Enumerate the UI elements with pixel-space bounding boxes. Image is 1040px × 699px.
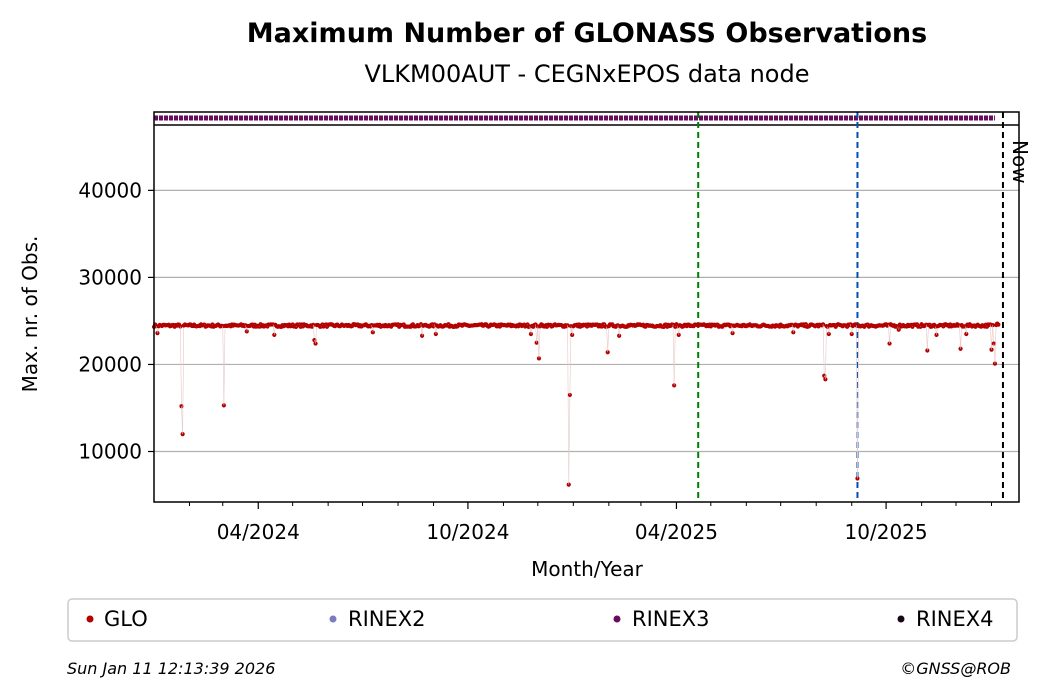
y-axis-label: Max. nr. of Obs. [18,236,42,393]
data-point [180,431,185,437]
data-point [996,322,1001,327]
x-tick-label: 10/2024 [426,520,509,544]
plot-area: Now [151,111,1032,503]
legend-label-glo: GLO [104,607,148,631]
series-connector [960,325,963,349]
plot-background [154,112,1019,502]
series-connector [568,394,571,485]
chart-subtitle: VLKM00AUT - CEGNxEPOS data node [365,60,810,88]
series-connector [315,324,317,344]
series-connector [672,324,675,386]
legend-marker-rinex2 [329,615,337,623]
series-connector [888,324,890,344]
y-tick-label: 40000 [78,178,142,202]
footer-timestamp: Sun Jan 11 12:13:39 2026 [67,659,275,678]
series-connector [222,326,225,406]
x-tick-label: 04/2025 [635,520,718,544]
series-connector [822,324,825,376]
series-connector [959,325,961,349]
y-tick-label: 20000 [78,352,142,376]
legend-label-rinex3: RINEX3 [632,607,710,631]
y-axis: 10000 20000 30000 40000 [78,178,154,464]
vertical-markers [697,112,1004,502]
series-connector [889,324,891,344]
series-connector [180,326,182,407]
x-axis: 04/2024 10/2024 04/2025 10/2025 [189,502,993,544]
series-connector [825,326,827,380]
series-connector [925,324,928,351]
series-connector [856,325,858,479]
x-axis-label: Month/Year [531,557,644,581]
series-connector [569,326,572,395]
plot-frame [153,111,1020,503]
legend-label-rinex2: RINEX2 [348,607,426,631]
x-tick-label: 04/2024 [217,520,300,544]
chart-title: Maximum Number of GLONASS Observations [247,18,927,49]
series-connector [223,325,226,406]
x-tick-label: 10/2025 [845,520,928,544]
data-point [178,324,183,329]
series-connector [607,326,610,353]
now-label: Now [1008,140,1032,184]
grid-lines [154,189,1019,453]
legend-marker-glo [86,615,94,623]
series-connector [927,324,929,351]
series-connector [606,326,608,353]
legend-marker-rinex4 [897,615,905,623]
series-connector [990,324,992,350]
series-connector [312,324,315,341]
series-connector [538,326,541,359]
y-tick-label: 30000 [78,265,142,289]
series-glo [151,321,1001,487]
legend-label-rinex4: RINEX4 [916,607,994,631]
series-connector [537,326,540,359]
y-tick-label: 10000 [78,440,142,464]
series-connector [992,325,995,344]
series-connector [673,326,676,386]
legend-box [67,598,1018,642]
series-connector [182,325,185,435]
series-connector [857,325,859,479]
data-point [179,404,184,409]
legend-marker-rinex3 [613,615,621,623]
series-connector [991,325,993,350]
legend: GLO RINEX2 RINEX3 RINEX4 [67,598,1018,642]
series-connector [994,325,997,364]
data-point [155,331,160,336]
footer-credit: ©GNSS@ROB [900,659,1011,678]
series-connector [567,325,570,485]
series-connector [535,324,537,343]
